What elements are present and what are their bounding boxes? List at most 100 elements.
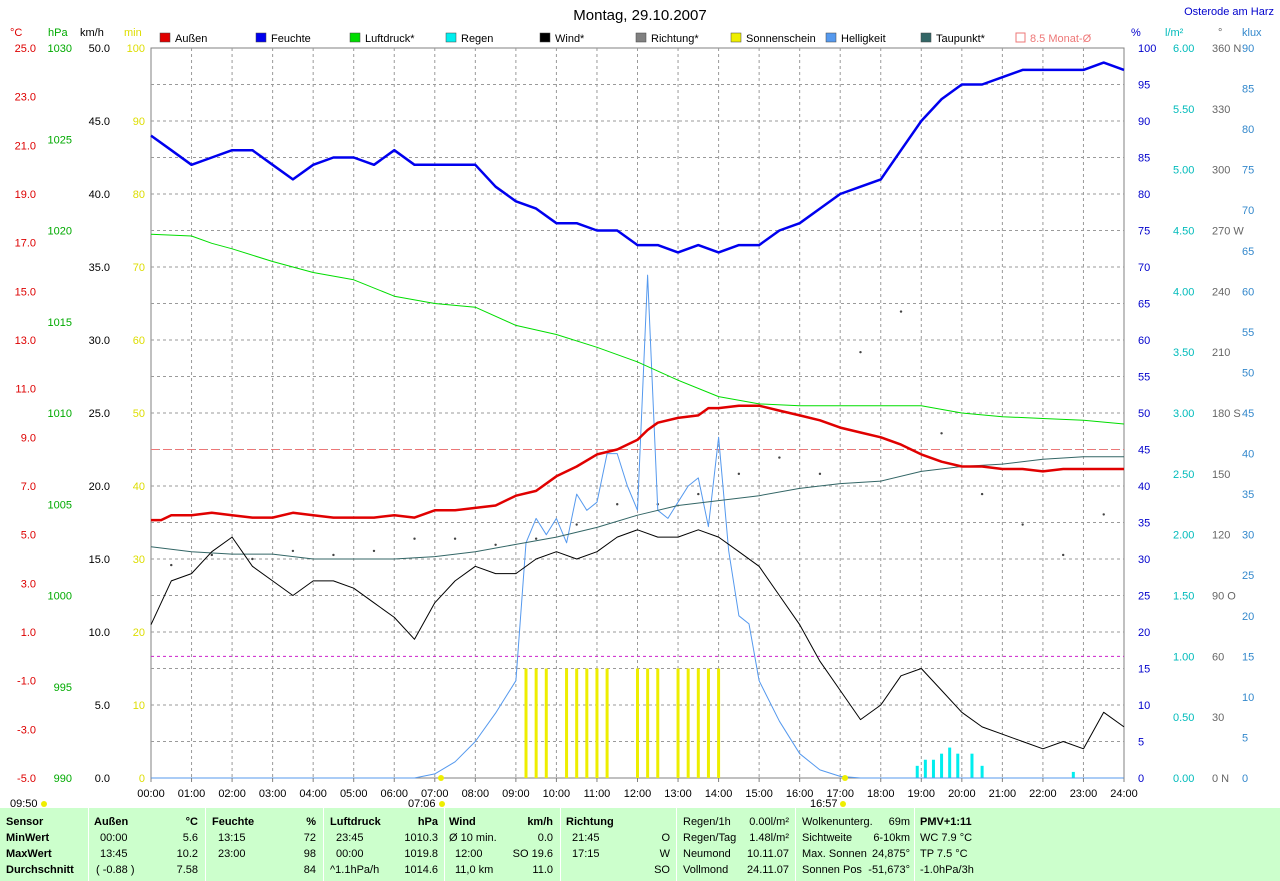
unit-label-temp: °C [10, 27, 22, 39]
aussen-min-time: 00:00 [100, 832, 128, 844]
rain-bar [948, 747, 952, 778]
direction-point [737, 472, 741, 476]
legend-swatch [539, 32, 551, 43]
legend-label: Luftdruck* [365, 33, 415, 45]
legend: Außen Feuchte Luftdruck* Regen Wind* Richtung… [159, 32, 1092, 45]
unit-label-hum: % [1131, 27, 1141, 39]
regen-tag-value: 1.48l/m² [749, 832, 789, 844]
x-label: 00:00 [137, 788, 165, 800]
sichtweite-value: 6-10km [873, 832, 910, 844]
regen-tag-label: Regen/Tag [683, 832, 737, 844]
tick-label-sun: 20 [133, 627, 145, 639]
wind-distance: 11,0 km [455, 864, 494, 876]
series-line-außen [151, 404, 1124, 522]
tick-label-sun: 90 [133, 116, 145, 128]
richtung-max-time: 17:15 [572, 848, 600, 860]
tick-label-lux: 70 [1242, 205, 1254, 217]
x-axis: 00:00 01:00 02:00 03:00 04:00 05:00 06:00 07:00… [137, 778, 1138, 800]
tick-label-rain: 5.50 [1173, 104, 1194, 116]
x-label: 07:00 [421, 788, 449, 800]
luftdruck-trend: ^1.1hPa/h [330, 864, 380, 876]
tick-label-press: 1025 [48, 134, 72, 146]
row-label-min: MinWert [6, 832, 50, 844]
tick-label-sun: 100 [127, 43, 145, 55]
tick-label-sun: 70 [133, 262, 145, 274]
tick-label-hum: 100 [1138, 43, 1156, 55]
tick-label-hum: 85 [1138, 153, 1150, 165]
rain-bar [970, 753, 974, 778]
tick-label-hum: 60 [1138, 335, 1150, 347]
tick-label-dir: 240 [1212, 286, 1230, 298]
wind-unit: km/h [527, 816, 553, 828]
x-label: 22:00 [1029, 788, 1057, 800]
unit-label-press: hPa [48, 27, 68, 39]
tick-label-dir: 180 S [1212, 408, 1241, 420]
feuchte-min-time: 13:15 [218, 832, 246, 844]
tick-label-temp: 9.0 [21, 432, 36, 444]
tick-label-wind: 25.0 [89, 408, 110, 420]
tick-label-lux: 65 [1242, 246, 1254, 258]
wind-title: Wind [449, 816, 476, 828]
max-sonnen-label: Max. Sonnen [802, 848, 867, 860]
direction-point [170, 563, 173, 567]
tick-label-hum: 65 [1138, 299, 1150, 311]
wind-max-value: SO 19.6 [512, 848, 553, 860]
tick-label-hum: 30 [1138, 554, 1150, 566]
direction-point [251, 557, 254, 561]
tick-label-rain: 2.00 [1173, 530, 1194, 542]
tick-label-wind: 5.0 [95, 700, 110, 712]
legend-swatch [445, 32, 457, 43]
tick-label-press: 1015 [48, 317, 72, 329]
x-label: 19:00 [908, 788, 936, 800]
sunshine-bar [575, 668, 579, 778]
tick-label-temp: 13.0 [15, 335, 36, 347]
sunset-axis-marker-icon [842, 775, 848, 781]
tick-label-hum: 35 [1138, 518, 1150, 530]
tick-label-temp: -3.0 [17, 724, 36, 736]
x-label: 02:00 [218, 788, 246, 800]
tick-label-sun: 80 [133, 189, 145, 201]
tick-label-wind: 15.0 [89, 554, 110, 566]
tick-label-press: 995 [54, 682, 72, 694]
feuchte-min-value: 72 [303, 832, 316, 844]
regen-1h-value: 0.00l/m² [749, 816, 789, 828]
tick-label-sun: 60 [133, 335, 145, 347]
tick-label-rain: 4.50 [1173, 226, 1194, 238]
wind-avg-value: 11.0 [532, 864, 553, 876]
aussen-max-time: 13:45 [100, 848, 128, 860]
unit-label-dir: ° [1218, 27, 1222, 39]
footer-aussen-block: Außen °C 00:00 5.6 13:45 10.2 ( -0.88 ) … [94, 808, 202, 881]
x-label: 10:00 [543, 788, 571, 800]
direction-point [372, 549, 376, 553]
tick-label-dir: 270 W [1212, 226, 1244, 238]
tick-label-lux: 80 [1242, 124, 1254, 136]
legend-swatch [825, 32, 837, 43]
tick-label-rain: 1.50 [1173, 591, 1194, 603]
rain-bar [923, 759, 927, 778]
wolken-value: 69m [888, 816, 910, 828]
moon-marker-icon [41, 801, 47, 807]
tick-label-lux: 25 [1242, 570, 1254, 582]
direction-point [332, 553, 335, 557]
tick-label-temp: 11.0 [15, 384, 36, 396]
moonrise-time: 09:50 [10, 798, 38, 808]
tick-label-rain: 5.00 [1173, 165, 1194, 177]
tick-label-wind: 40.0 [89, 189, 110, 201]
tick-label-hum: 75 [1138, 226, 1150, 238]
footer-richtung-block: Richtung 21:45 O 17:15 W SO [566, 808, 674, 881]
luftdruck-avg-value: 1014.6 [404, 864, 438, 876]
sunshine-bar [656, 668, 660, 778]
regen-1h-label: Regen/1h [683, 816, 731, 828]
luftdruck-title: Luftdruck [330, 816, 381, 828]
tick-label-rain: 3.50 [1173, 347, 1194, 359]
tick-label-rain: 6.00 [1173, 43, 1194, 55]
vollmond-value: 24.11.07 [746, 864, 789, 876]
luftdruck-max-time: 00:00 [336, 848, 364, 860]
sunshine-bar [686, 668, 690, 778]
tick-label-dir: 60 [1212, 651, 1224, 663]
legend-label: Außen [175, 33, 207, 45]
sunset-marker-icon [840, 801, 846, 807]
taupunkt-value: TP 7.5 °C [920, 848, 968, 860]
tick-label-temp: 5.0 [21, 530, 36, 542]
direction-point [1102, 513, 1105, 516]
